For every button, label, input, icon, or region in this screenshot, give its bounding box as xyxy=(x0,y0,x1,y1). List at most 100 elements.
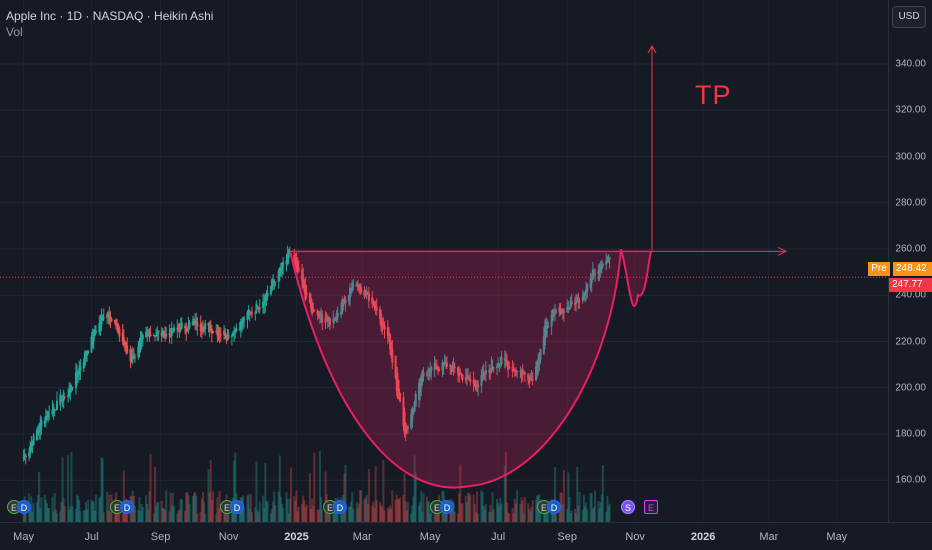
dividend-event-icon[interactable]: D xyxy=(333,500,347,514)
candle-body xyxy=(562,310,565,313)
volume-bar xyxy=(545,507,548,522)
volume-bar xyxy=(321,509,324,522)
candle-body xyxy=(146,330,149,335)
handle-curve xyxy=(620,249,652,307)
volume-bar xyxy=(350,501,353,522)
candle-body xyxy=(109,316,112,322)
candle-body xyxy=(529,379,532,381)
volume-bar xyxy=(164,509,167,522)
candle-body xyxy=(194,320,197,325)
volume-bar xyxy=(303,500,306,522)
upcoming-earnings-icon[interactable]: E xyxy=(644,500,658,514)
candle-body xyxy=(32,435,35,446)
candle-body xyxy=(420,375,423,388)
dividend-event-icon[interactable]: D xyxy=(547,500,561,514)
volume-bar xyxy=(386,507,389,522)
candle-body xyxy=(592,274,595,276)
volume-bar xyxy=(381,507,384,522)
volume-bar xyxy=(269,512,272,522)
volume-bar xyxy=(148,491,151,522)
candle-body xyxy=(169,334,172,337)
volume-bar xyxy=(305,504,308,522)
volume-bar xyxy=(157,502,160,522)
volume-bar xyxy=(184,511,187,522)
candle-body xyxy=(537,361,540,369)
candle-body xyxy=(528,376,531,384)
candle-body xyxy=(45,416,48,420)
candle-body xyxy=(141,334,144,339)
candle-body xyxy=(460,374,463,376)
candle-body xyxy=(78,367,81,375)
volume-bar xyxy=(101,458,104,522)
candle-body xyxy=(313,310,316,312)
candle-body xyxy=(125,342,128,350)
symbol-title[interactable]: Apple Inc · 1D · NASDAQ · Heikin Ashi xyxy=(6,9,214,23)
volume-bar xyxy=(567,472,570,522)
time-tick-label: 2026 xyxy=(690,531,716,543)
volume-bar xyxy=(254,507,257,522)
dividend-event-icon[interactable]: D xyxy=(120,500,134,514)
volume-bar xyxy=(413,455,416,522)
candle-body xyxy=(396,379,399,399)
last-price-tag: 247.77 xyxy=(889,278,932,292)
candle-body xyxy=(578,300,581,302)
volume-bar xyxy=(374,466,377,522)
price-axis[interactable]: 340.00 320.00 300.00 280.00 260.00 240.00 220.… xyxy=(888,0,932,522)
volume-bar xyxy=(61,457,64,522)
time-axis[interactable]: May Jul Sep Nov 2025 Mar May Jul Sep Nov 2026 Mar Ma… xyxy=(0,522,932,550)
candle-body xyxy=(321,314,324,323)
volume-bar xyxy=(266,501,269,522)
candle-body xyxy=(209,327,212,330)
dividend-event-icon[interactable]: D xyxy=(230,500,244,514)
candle-body xyxy=(435,367,438,370)
candle-body xyxy=(343,302,346,304)
volume-bar xyxy=(429,513,432,522)
volume-bar xyxy=(288,498,291,522)
candle-body xyxy=(185,326,188,332)
volume-bar xyxy=(145,495,148,522)
volume-bar xyxy=(287,513,290,522)
volume-bar xyxy=(380,505,383,522)
dividend-event-icon[interactable]: D xyxy=(440,500,454,514)
candle-body xyxy=(48,414,51,416)
volume-bar xyxy=(406,501,409,522)
dividend-event-icon[interactable]: D xyxy=(17,500,31,514)
volume-bar xyxy=(503,465,506,522)
split-event-icon[interactable]: S xyxy=(621,500,635,514)
candle-body xyxy=(324,318,327,323)
volume-bar xyxy=(32,503,35,522)
volume-bar xyxy=(211,491,214,522)
volume-bar xyxy=(286,498,289,522)
price-chart[interactable] xyxy=(0,0,888,522)
volume-label[interactable]: Vol xyxy=(6,25,23,39)
volume-bar xyxy=(523,497,526,522)
time-tick-label: Nov xyxy=(218,531,239,543)
candle-body xyxy=(186,329,189,332)
target-label[interactable]: TP xyxy=(695,80,732,110)
volume-bar xyxy=(428,501,431,522)
chart-pane[interactable]: Apple Inc · 1D · NASDAQ · Heikin Ashi Vo… xyxy=(0,0,888,522)
candle-body xyxy=(497,365,500,367)
candle-body xyxy=(469,378,472,382)
volume-bar xyxy=(365,494,368,522)
candle-body xyxy=(601,263,604,266)
candle-body xyxy=(399,393,402,402)
candle-body xyxy=(115,321,118,326)
volume-bar xyxy=(589,493,592,522)
volume-bar xyxy=(218,491,221,522)
candle-body xyxy=(347,295,350,302)
currency-button[interactable]: USD xyxy=(892,6,926,28)
volume-bar xyxy=(216,497,219,522)
candle-body xyxy=(123,341,126,344)
candle-body xyxy=(591,269,594,280)
volume-bar xyxy=(421,512,424,522)
candle-body xyxy=(55,400,58,410)
volume-bar xyxy=(102,512,105,522)
volume-bar xyxy=(294,500,297,522)
volume-bar xyxy=(24,507,27,522)
volume-bar xyxy=(118,513,121,522)
volume-bar xyxy=(82,510,85,522)
candle-body xyxy=(37,429,40,436)
price-tick-label: 260.00 xyxy=(895,243,926,255)
candle-body xyxy=(200,327,203,332)
